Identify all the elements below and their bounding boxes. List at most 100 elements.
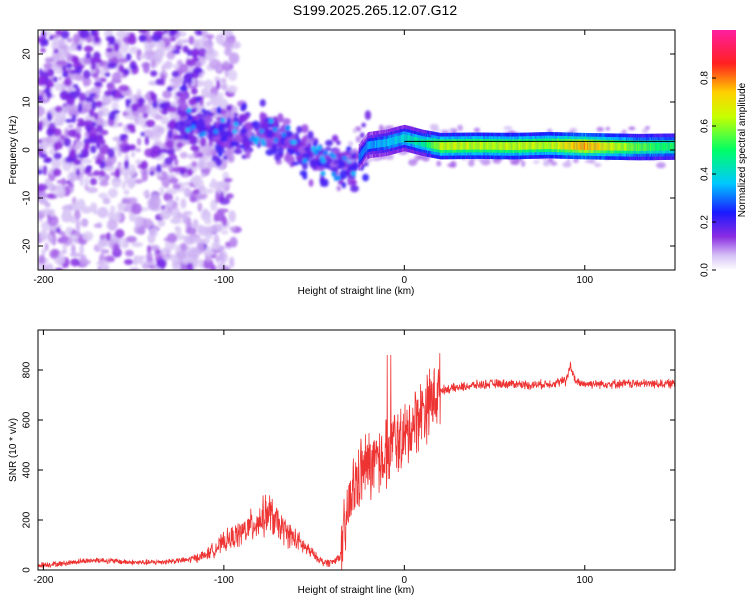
spectrogram-cell — [53, 152, 62, 160]
x-tick-label: 0 — [402, 575, 408, 586]
spectrogram-cell — [74, 66, 83, 74]
ridge-cell — [563, 141, 565, 150]
ridge-cell — [458, 142, 460, 150]
ridge-cell — [620, 142, 623, 151]
spectrogram-cell — [222, 265, 231, 270]
spectrogram-cell — [54, 105, 63, 113]
ridge-cell — [491, 142, 494, 150]
spectrogram-cell — [547, 157, 554, 163]
spectrogram-cell — [73, 202, 80, 210]
spectrogram-cell — [197, 124, 207, 134]
ridge-cell — [359, 151, 362, 160]
ridge-cell — [436, 141, 439, 150]
spectrogram-cell — [140, 160, 148, 170]
spectrogram-cell — [268, 129, 273, 139]
spectrogram-cell — [48, 233, 53, 244]
spectrogram-cell — [229, 236, 238, 248]
spectrogram-cell — [138, 30, 148, 34]
ridge-cell — [636, 143, 639, 151]
spectrogram-cell — [217, 124, 224, 132]
ridge-cell — [397, 135, 400, 144]
ridge-cell — [581, 142, 584, 150]
ridge-cell — [652, 143, 654, 151]
spectrogram-cell — [232, 128, 238, 134]
ridge-cell — [488, 142, 491, 150]
ridge-cell — [510, 142, 512, 150]
spectrogram-cell — [176, 142, 183, 149]
spectrogram-cell — [543, 160, 551, 167]
ridge-cell — [502, 142, 505, 150]
spectrogram-cell — [124, 172, 130, 185]
spectrogram-cell — [103, 162, 114, 168]
spectrogram-cell — [39, 153, 48, 159]
spectrogram-cell — [197, 152, 204, 158]
ridge-cell — [660, 142, 663, 151]
spectrogram-cell — [161, 109, 169, 115]
spectrogram-cell — [68, 109, 79, 119]
ridge-cell — [372, 140, 375, 149]
spectrogram-cell — [79, 244, 84, 255]
spectrogram-cell — [69, 252, 82, 257]
spectrogram-cell — [185, 78, 193, 85]
ridge-cell — [523, 142, 525, 150]
spectrogram-cell — [468, 159, 475, 167]
spectrogram-cell — [47, 68, 55, 77]
spectrogram-cell — [178, 63, 188, 74]
colorbar-tick-label: 0.0 — [700, 263, 711, 277]
spectrogram-cell — [510, 160, 520, 166]
spectrogram-cell — [218, 151, 223, 158]
spectrogram-cell — [473, 127, 481, 133]
ridge-cell — [358, 153, 361, 162]
spectrogram-cell — [169, 30, 178, 35]
ridge-cell — [431, 140, 433, 149]
ridge-cell — [452, 142, 455, 150]
ridge-cell — [559, 141, 561, 150]
spectrogram-cell — [277, 113, 284, 123]
spectrogram-cell — [594, 163, 602, 167]
spectrogram-cell — [86, 172, 95, 177]
spectrogram-cell — [79, 30, 90, 39]
y-tick-label: 20 — [22, 48, 33, 60]
ridge-cell — [529, 141, 532, 150]
spectrogram-cell — [124, 241, 129, 248]
spectrogram-cell — [596, 126, 604, 132]
snr-y-label: SNR (10 * v/v) — [8, 418, 19, 482]
ridge-cell — [662, 142, 665, 151]
spectrogram-cell — [51, 158, 62, 169]
ridge-cell — [411, 136, 414, 144]
snr-frame — [37, 329, 676, 571]
spectrogram-cell — [203, 188, 214, 194]
spectrogram-cell — [93, 51, 101, 62]
spectrogram-cell — [215, 255, 220, 263]
ridge-cell — [568, 141, 571, 150]
spectrogram-cell — [136, 137, 142, 146]
ridge-cell — [592, 142, 595, 151]
spectrogram-cell — [117, 201, 126, 212]
spectrogram-cell — [42, 165, 48, 176]
spectrogram-cell — [158, 102, 168, 110]
spectrogram-cell — [93, 81, 103, 87]
spectrogram-ridge — [358, 124, 675, 171]
ridge-cell — [494, 142, 496, 150]
spectrogram-cell — [76, 118, 85, 123]
ridge-cell — [599, 142, 601, 151]
spectrogram-cell — [55, 30, 63, 36]
ridge-cell — [520, 142, 522, 150]
spectrogram-cell — [341, 181, 347, 189]
spectrogram-cell — [155, 249, 161, 255]
spectrogram-cell — [38, 141, 49, 150]
spectrogram-cell — [123, 259, 134, 266]
spectrogram-cell — [628, 126, 636, 131]
ridge-cell — [572, 141, 574, 150]
ridge-cell — [542, 141, 545, 150]
spectrogram-cell — [93, 170, 100, 177]
spectrogram-cell — [67, 124, 74, 129]
spectrogram-cell — [190, 107, 198, 113]
spectrogram-cell — [101, 60, 107, 66]
spectrogram-cell — [155, 163, 162, 173]
ridge-cell — [642, 143, 644, 151]
spectrogram-cell — [167, 199, 173, 208]
spectrogram-cell — [192, 178, 201, 186]
ridge-cell — [497, 142, 499, 150]
spectrogram-cell — [173, 207, 181, 213]
